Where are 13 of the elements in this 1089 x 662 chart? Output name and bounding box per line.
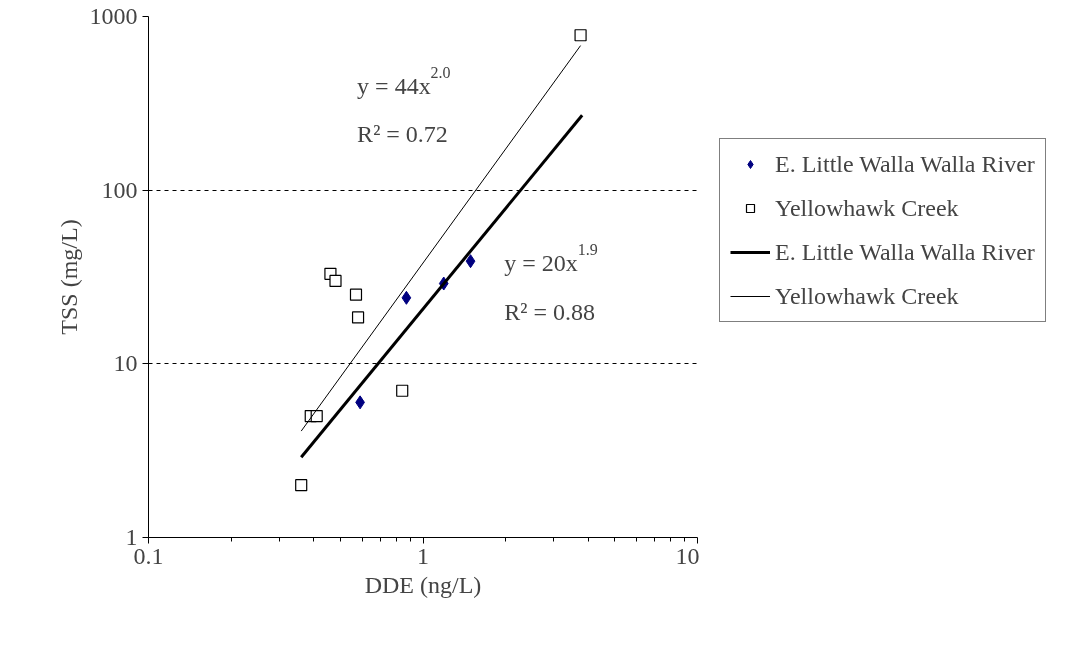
annotation: R² = 0.88 [504,299,595,326]
x-tick-label: 1 [417,542,429,569]
annotation: R² = 0.72 [357,121,448,148]
legend-label: Yellowhawk Creek [775,281,959,311]
x-axis-title: DDE (ng/L) [364,571,482,598]
x-tick-label: 10 [675,542,700,569]
y-tick-label: 10 [113,350,138,377]
legend-label: E. Little Walla Walla River [775,149,1035,179]
y-tick-label: 1000 [89,3,138,29]
legend-label: Yellowhawk Creek [775,193,959,223]
y-axis-title: TSS (mg/L) [55,219,82,335]
y-tick-label: 100 [101,176,138,203]
legend-label: E. Little Walla Walla River [775,237,1035,267]
